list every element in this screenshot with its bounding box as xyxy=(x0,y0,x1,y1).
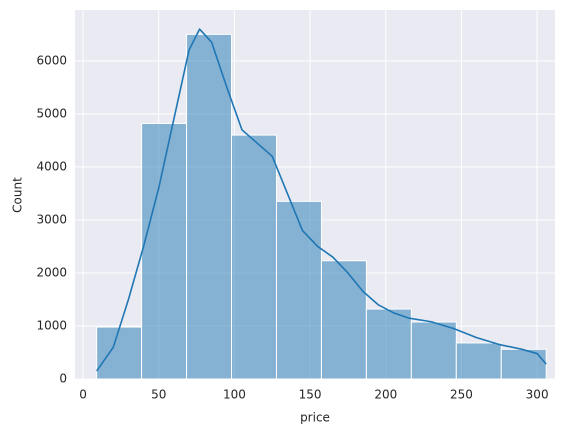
bar xyxy=(365,308,412,380)
x-tick-label: 200 xyxy=(374,388,397,402)
x-tick-label: 300 xyxy=(526,388,549,402)
x-tick-label: 250 xyxy=(450,388,473,402)
bar xyxy=(410,321,457,380)
x-tick-label: 150 xyxy=(299,388,322,402)
x-tick-label: 100 xyxy=(223,388,246,402)
y-tick-label: 6000 xyxy=(36,53,67,67)
bar xyxy=(455,342,502,380)
bar xyxy=(275,200,322,380)
bar xyxy=(500,348,547,380)
bar xyxy=(186,33,233,380)
y-tick-label: 2000 xyxy=(36,265,67,279)
y-tick-label: 0 xyxy=(59,372,67,386)
bar xyxy=(231,134,277,380)
y-tick-label: 5000 xyxy=(36,106,67,120)
x-tick-label: 0 xyxy=(79,388,87,402)
x-axis-label: price xyxy=(300,411,330,425)
kde-line xyxy=(95,28,547,372)
x-tick-label: 50 xyxy=(151,388,166,402)
y-axis-label: Count xyxy=(11,177,25,213)
y-tick-label: 3000 xyxy=(36,212,67,226)
bar xyxy=(96,326,143,380)
y-tick-label: 4000 xyxy=(36,159,67,173)
bar xyxy=(320,260,367,380)
y-tick-label: 1000 xyxy=(36,318,67,332)
